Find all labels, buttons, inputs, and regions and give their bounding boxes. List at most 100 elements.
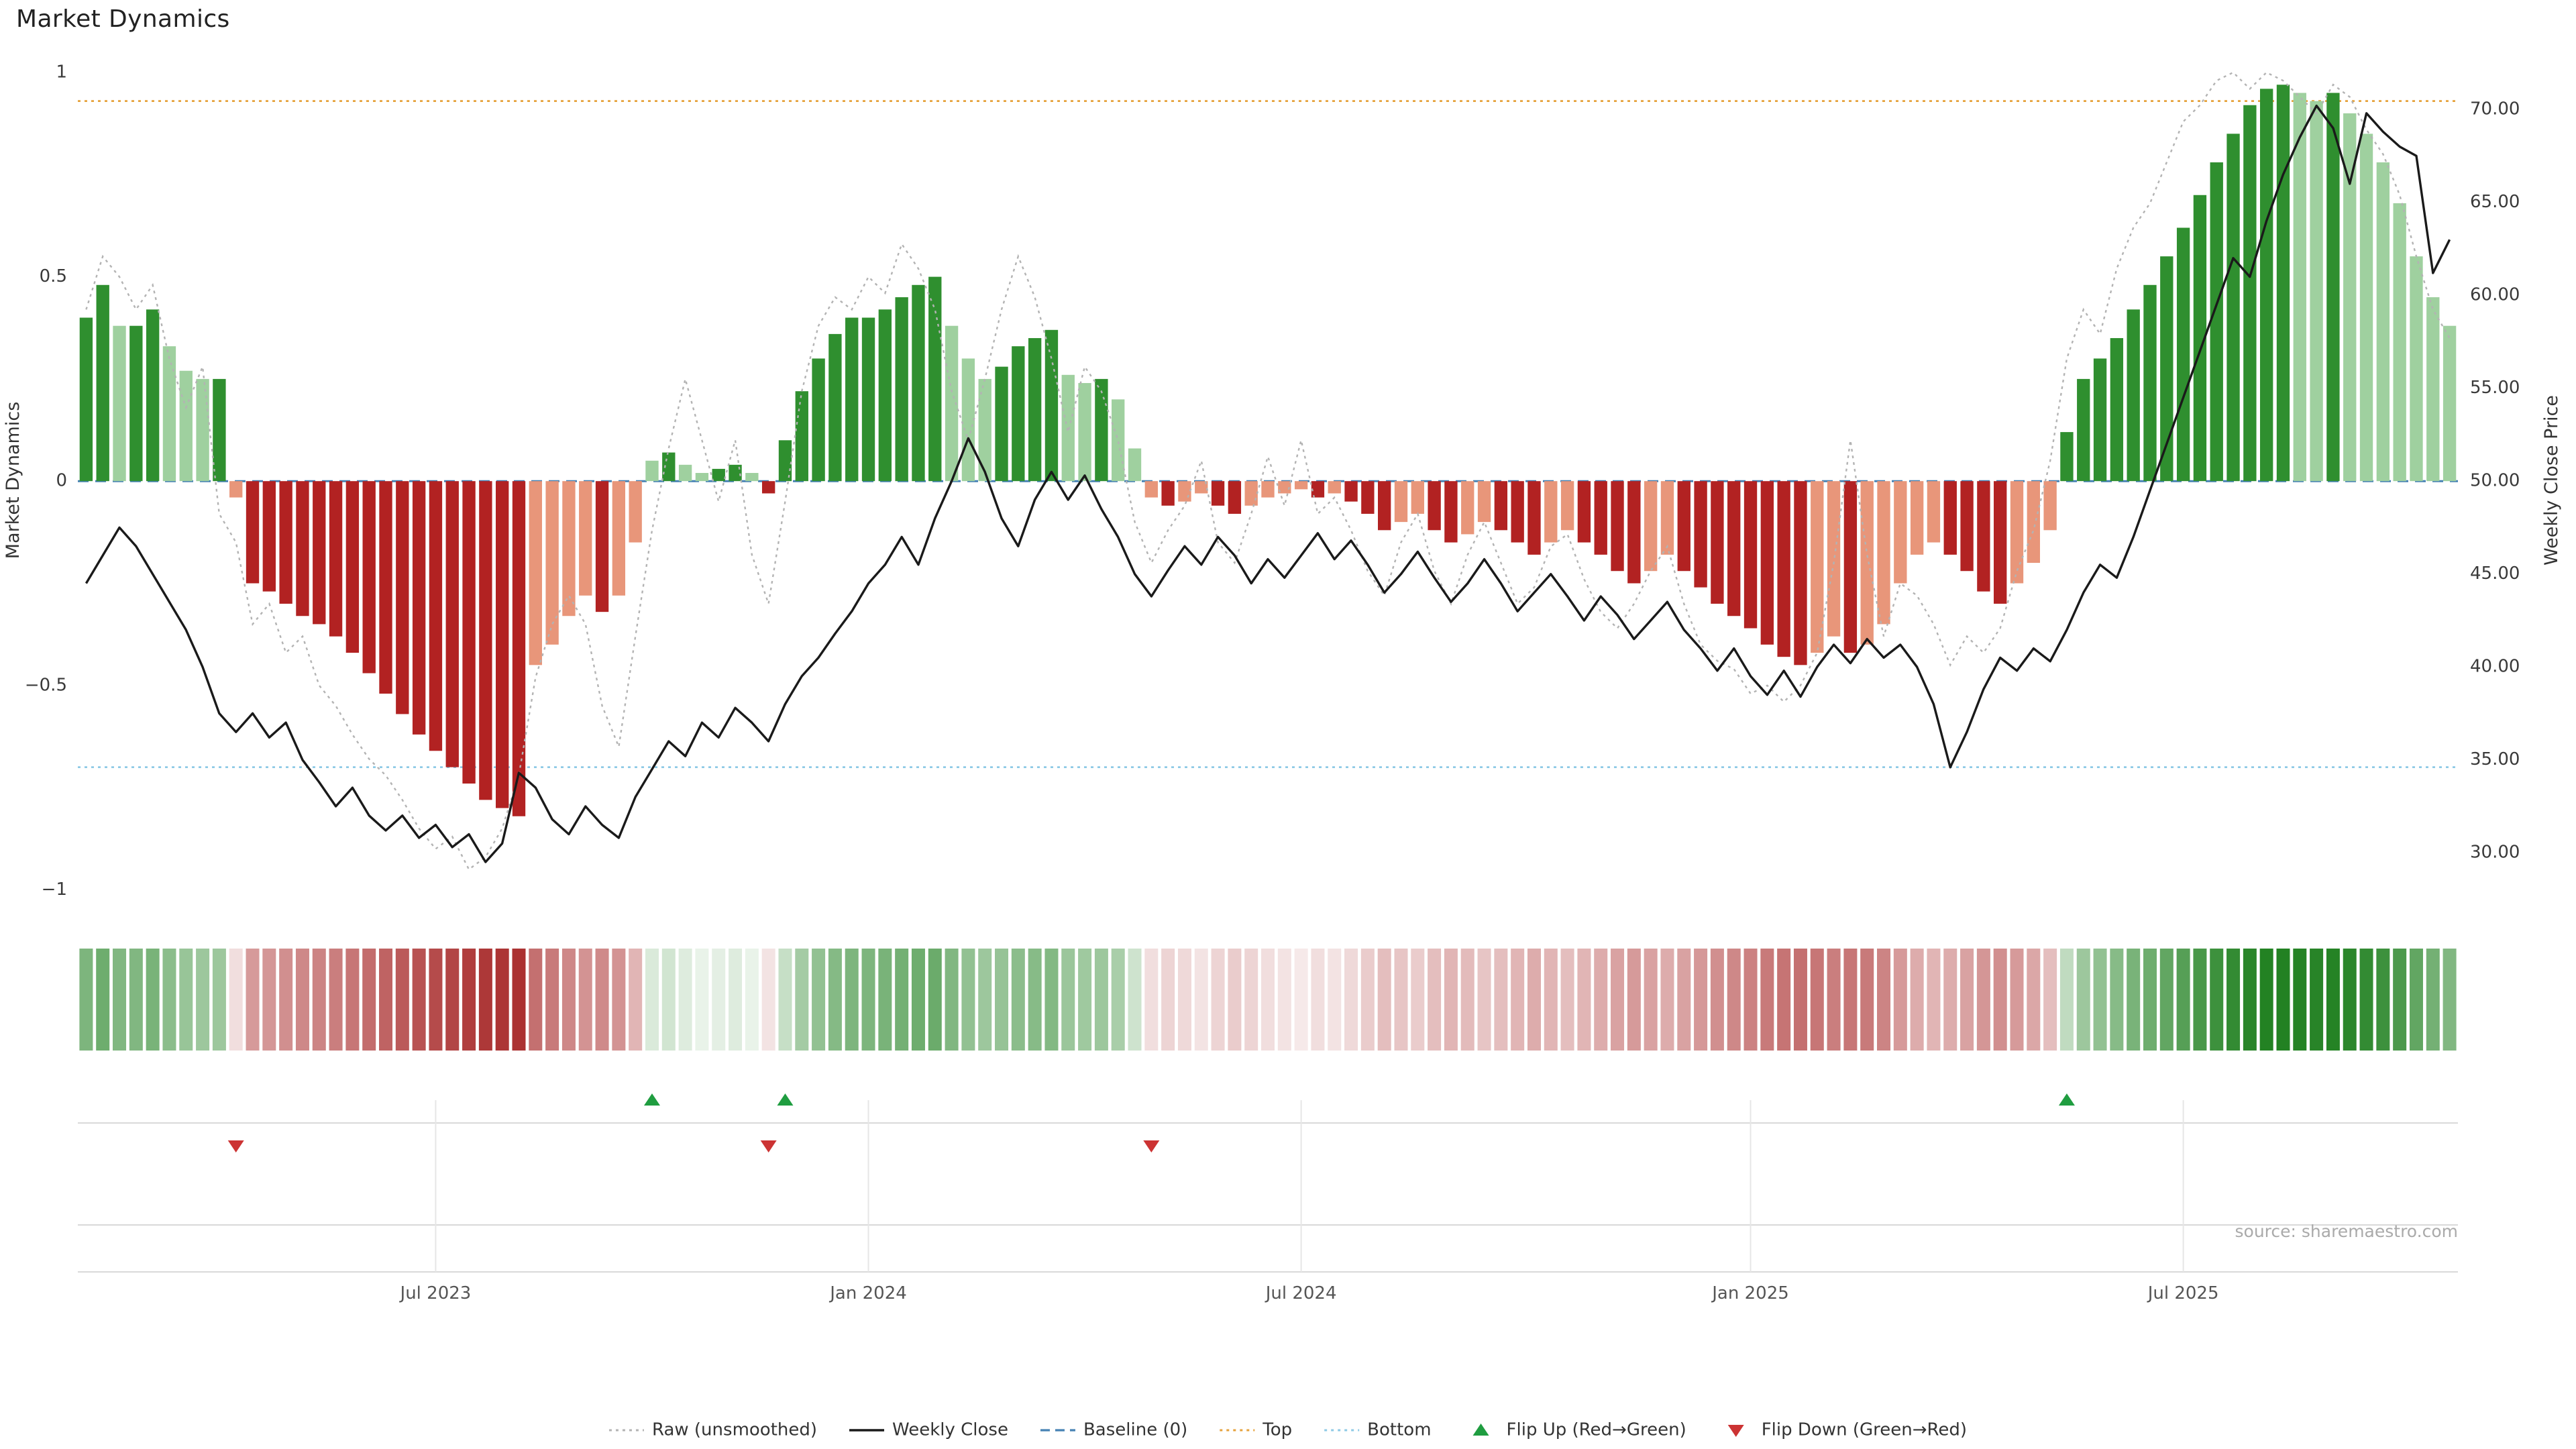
oscillator-bar (1228, 481, 1242, 514)
chart-title: Market Dynamics (16, 5, 230, 34)
heatmap-cell (379, 949, 393, 1051)
oscillator-bar (1544, 481, 1558, 543)
oscillator-bar (246, 481, 260, 584)
oscillator-bar (978, 378, 991, 482)
oscillator-bar (612, 481, 626, 596)
heatmap-cell (2359, 949, 2373, 1051)
oscillator-bar (1477, 481, 1491, 523)
legend-item: Flip Up (Red→Green) (1472, 1420, 1686, 1440)
source-annotation: source: sharemaestro.com (2235, 1222, 2459, 1241)
heatmap-cell (1594, 949, 1608, 1051)
oscillator-bar (1161, 481, 1175, 506)
oscillator-bar (912, 284, 925, 482)
right-axis: 70.00 65.00 60.00 55.00 50.00 45.00 40.00 35.00… (2470, 99, 2562, 863)
oscillator-bar (1144, 481, 1158, 498)
heatmap-cell (2076, 949, 2090, 1051)
oscillator-bar (196, 378, 209, 482)
heatmap-cell (1644, 949, 1658, 1051)
heatmap-cell (1910, 949, 1924, 1051)
oscillator-bar (2176, 227, 2190, 482)
heatmap-cell (695, 949, 709, 1051)
oscillator-bar (1494, 481, 1508, 531)
heatmap-cell (1194, 949, 1208, 1051)
heatmap-cell (712, 949, 726, 1051)
right-axis-title: Weekly Close Price (2541, 395, 2562, 566)
oscillator-bar (162, 346, 176, 482)
flip-up-marker (643, 1093, 660, 1106)
oscillator-bar (1211, 481, 1225, 506)
oscillator-bar (146, 309, 160, 482)
oscillator-bar (2410, 256, 2423, 482)
oscillator-bar (712, 468, 725, 482)
oscillator-bar (1711, 481, 1724, 604)
heatmap-cell (661, 949, 676, 1051)
oscillator-bar (2443, 325, 2457, 482)
heatmap-cell (645, 949, 659, 1051)
heatmap-cell (2243, 949, 2257, 1051)
heatmap-cell (1360, 949, 1375, 1051)
oscillator-bar (1178, 481, 1191, 502)
heatmap-cell (2376, 949, 2390, 1051)
heatmap-cell (1611, 949, 1625, 1051)
lower-panel-grid (78, 1100, 2458, 1273)
right-axis-tick-label: 35.00 (2470, 749, 2520, 769)
oscillator-bar (1960, 481, 1974, 572)
flip-down-marker (227, 1140, 244, 1152)
heatmap-cell (878, 949, 892, 1051)
heatmap-cell (1860, 949, 1874, 1051)
heatmap-cell (1577, 949, 1591, 1051)
oscillator-bar (895, 297, 908, 482)
oscillator-bar (2310, 101, 2323, 482)
heatmap-cell (1943, 949, 1957, 1051)
heatmap-cell (812, 949, 826, 1051)
heatmap-cell (828, 949, 842, 1051)
oscillator-bar (1278, 481, 1291, 494)
legend-swatch-triangle-up-icon (1472, 1424, 1489, 1436)
heatmap-cell (745, 949, 759, 1051)
oscillator-bar (961, 358, 975, 482)
right-axis-tick-label: 40.00 (2470, 657, 2520, 677)
oscillator-bar (396, 481, 409, 714)
oscillator-bar (1910, 481, 1924, 555)
raw-line (85, 71, 2451, 871)
oscillator-bar (1244, 481, 1258, 506)
oscillator-bar (129, 325, 143, 482)
oscillator-bar (345, 481, 360, 653)
oscillator-bar (262, 481, 276, 592)
heatmap-cell (1344, 949, 1358, 1051)
heatmap-cell (196, 949, 210, 1051)
legend-item: Bottom (1324, 1420, 1432, 1440)
heatmap-cell (1294, 949, 1308, 1051)
oscillator-bar (995, 366, 1008, 482)
oscillator-bar (2326, 93, 2340, 482)
oscillator-bar (296, 481, 309, 616)
legend-item-label: Top (1262, 1420, 1292, 1440)
oscillator-bar (1727, 481, 1741, 616)
left-axis-tick-label: 0 (56, 471, 67, 491)
heatmap-cell (861, 949, 875, 1051)
heatmap-cell (2310, 949, 2324, 1051)
oscillator-bar (1095, 378, 1108, 482)
heatmap-cell (429, 949, 443, 1051)
heatmap-cell (1793, 949, 1807, 1051)
heatmap-cell (2093, 949, 2107, 1051)
oscillator-bar (1994, 481, 2007, 604)
oscillator-bar (1028, 337, 1042, 482)
heatmap-cell (362, 949, 376, 1051)
heatmap-cell (2159, 949, 2174, 1051)
x-axis-tick-label: Jan 2024 (828, 1283, 907, 1303)
heatmap-cell (545, 949, 559, 1051)
oscillator-bar (2127, 309, 2140, 482)
heatmap-cell (945, 949, 959, 1051)
oscillator-bar (362, 481, 376, 674)
heatmap-cell (179, 949, 193, 1051)
oscillator-bar (745, 473, 759, 482)
heatmap-cell (2176, 949, 2190, 1051)
oscillator-bar (1860, 481, 1874, 645)
oscillator-bar (1894, 481, 1907, 584)
oscillator-bar (1777, 481, 1790, 657)
right-axis-tick-label: 30.00 (2470, 843, 2520, 863)
heatmap-cell (561, 949, 576, 1051)
oscillator-bar (2093, 358, 2107, 482)
